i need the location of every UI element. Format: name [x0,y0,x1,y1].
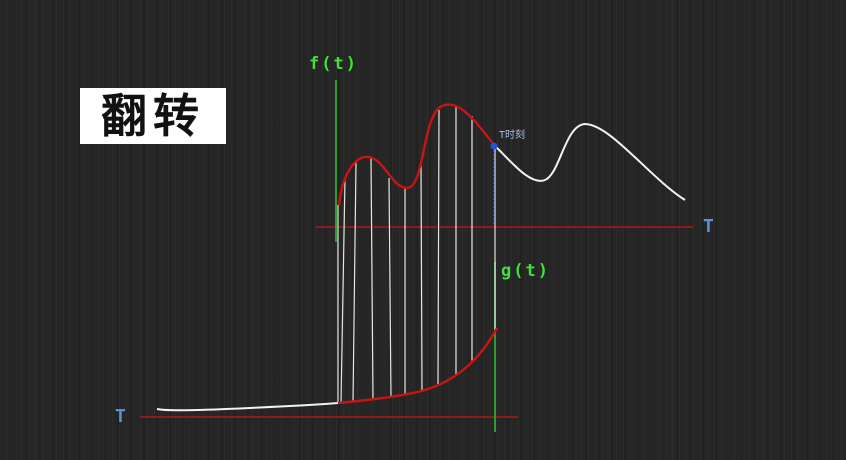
t-moment-marker [490,142,498,150]
f-axis-label: f(t) [309,54,358,74]
f-curve-white [494,122,686,201]
f-curve-red [337,103,496,206]
g-curve-white [156,402,339,412]
title-box: 翻转 [80,88,226,144]
connector-line [420,163,423,392]
connector-line [370,157,374,401]
g-axis-label: g(t) [501,261,550,281]
connector-line [352,161,357,403]
t-moment-label: T时刻 [499,130,526,141]
connector-line [437,109,440,386]
connector-lines [337,107,496,404]
g-curve-red [337,327,499,405]
title-text: 翻转 [101,89,205,143]
connector-line [388,177,392,399]
t-axis-label-right: T [703,216,714,237]
connector-line [340,177,346,404]
t-axis-label-left: T [115,406,126,427]
